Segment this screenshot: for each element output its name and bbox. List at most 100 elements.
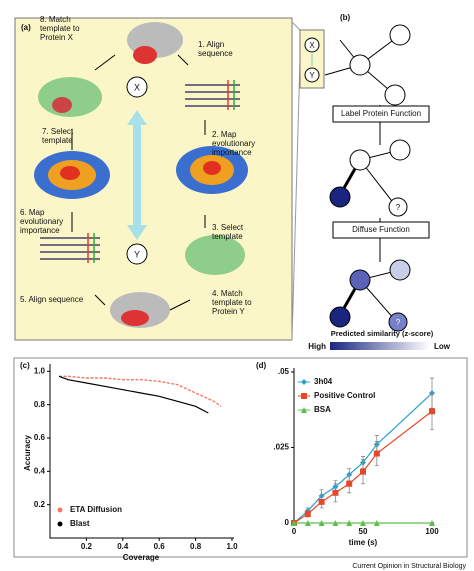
marker [332,489,339,496]
legend-title: Predicted similarity (z-score) [331,329,434,338]
panel-label: (d) [256,361,267,370]
x-tick-label: 50 [359,527,368,536]
step-label-line: template to [212,298,252,307]
y-tick-label: .025 [273,443,289,452]
step-label-line: 8. Match [40,15,71,24]
marker [332,520,339,526]
step-arrows [71,54,206,311]
unknown-label: ? [396,203,401,212]
step-label-line: 6. Map [20,208,45,217]
node-label: X [134,82,140,92]
step-label-line: template to [40,24,80,33]
marker [304,510,311,517]
step-label-line: 5. Align sequence [20,295,84,304]
x-axis-label: time (s) [349,538,378,547]
marker [318,520,325,526]
step-label: 3. Select template [212,223,244,241]
step-label-line: 1. Align [198,40,224,49]
y-tick-label: 0.4 [34,466,46,475]
legend-high: High [308,342,326,351]
legend-label: BSA [314,405,331,414]
protein-structures [34,22,248,328]
footer: Current Opinion in Structural Biology [352,563,466,570]
y-tick-label: 0 [285,518,290,527]
step-label-line: Protein X [40,33,74,42]
marker [301,379,307,385]
legend-label: Positive Control [314,391,375,400]
marker [429,408,435,415]
panel-label: (c) [20,361,30,370]
legend-swatch [57,507,63,513]
step-label: 2. Map evolutionary importance [212,130,255,157]
legend-label: 3h04 [314,377,333,386]
node-x [126,76,148,98]
series-line [293,392,433,524]
step-label: 1. Align sequence [198,40,233,58]
step-label-line: evolutionary [20,217,63,226]
step-label-line: template [212,232,243,241]
step-label: 6. Map evolutionary importance [20,208,63,235]
step-label: 7. Select template [42,127,74,145]
marker [301,393,307,399]
series-line [58,375,209,414]
y-tick-label: 0.6 [34,433,46,442]
double-arrow [127,110,147,240]
x-tick-label: 1.0 [226,542,238,551]
node-label: X [309,41,315,50]
step-label-line: importance [212,148,252,157]
marker [304,520,311,526]
node-label: Y [134,249,140,259]
x-tick-label: 0.8 [190,542,202,551]
step-label-line: Protein Y [212,307,245,316]
x-tick-label: 0.6 [154,542,166,551]
alignment-icons [40,80,240,263]
marker [318,498,325,505]
lower-frame [13,357,468,558]
x-tick-label: 0.2 [81,542,93,551]
y-tick-label: 1.0 [34,366,46,375]
step-label-line: 7. Select [42,127,74,136]
step-label: 4. Match template to Protein Y [212,289,252,316]
unknown-label: ? [396,318,401,327]
y-tick-label: .05 [278,367,290,376]
step-label-line: importance [20,226,60,235]
legend-swatch [57,521,63,527]
x-tick-label: 0 [292,527,297,536]
node-label: Y [309,71,315,80]
step-label: 8. Match template to Protein X [40,15,80,42]
marker [346,520,353,526]
step-label-line: 2. Map [212,130,237,139]
marker [373,450,380,457]
y-tick-label: 0.8 [34,400,46,409]
step-label-line: evolutionary [212,139,255,148]
marker [301,407,307,413]
legend-label: Blast [70,519,90,528]
marker [360,468,366,475]
axes [49,364,234,539]
step-box-label: Label Protein Function [341,109,421,118]
node-y [126,243,148,265]
series-line [59,375,222,407]
x-axis-label: Coverage [123,553,160,562]
x-tick-label: 0.4 [117,542,129,551]
panel-label: (a) [21,23,31,32]
marker [373,520,380,526]
y-axis-label: Accuracy [23,434,32,471]
marker [291,520,297,526]
legend-low: Low [434,342,451,351]
panel-b-graphics [291,21,430,350]
marker [429,520,435,526]
step-label-line: template [42,136,73,145]
x-tick-label: 100 [425,527,439,536]
step-box-label: Diffuse Function [352,225,410,234]
marker [346,480,353,487]
legend-label: ETA Diffusion [70,505,122,514]
step-label: 5. Align sequence [20,295,84,304]
step-label-line: 4. Match [212,289,243,298]
step-label-line: sequence [198,49,233,58]
y-tick-label: 0.2 [34,500,46,509]
panel-label: (b) [340,13,351,22]
step-label-line: 3. Select [212,223,244,232]
marker [360,520,366,526]
